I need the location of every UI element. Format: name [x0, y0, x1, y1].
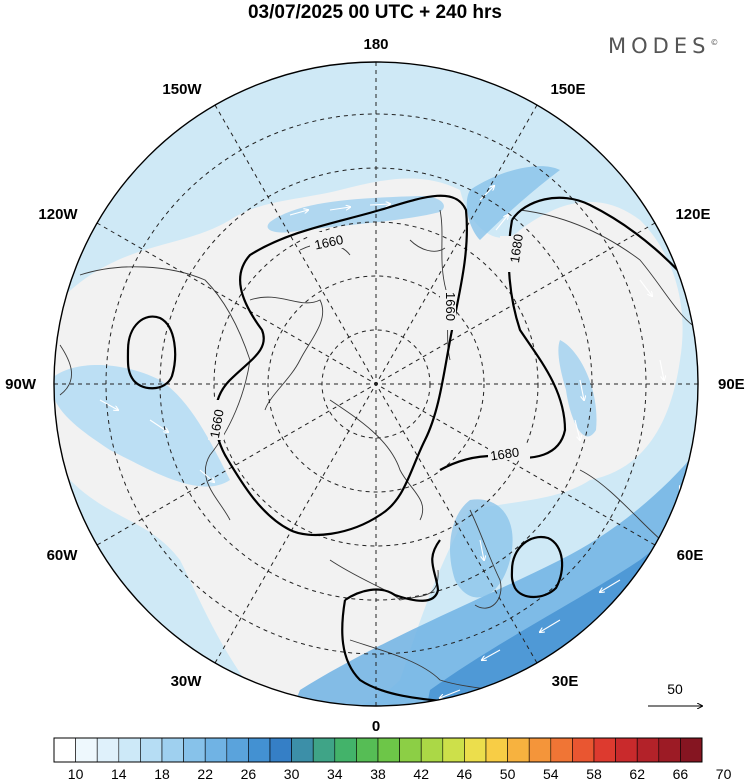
colorbar-swatch — [399, 737, 422, 763]
map-boundary — [53, 61, 699, 707]
colorbar-tick-label: 70 — [716, 766, 732, 782]
colorbar-swatch — [75, 737, 98, 763]
meridians — [54, 62, 698, 706]
lon-label-30w: 30W — [171, 673, 203, 690]
colorbar-swatch — [53, 737, 76, 763]
colorbar-tick-label: 30 — [284, 766, 300, 782]
calm-region — [54, 178, 683, 706]
lon-label-150w: 150W — [162, 81, 202, 98]
colorbar-swatch — [161, 737, 184, 763]
colorbar-tick-label: 66 — [673, 766, 689, 782]
modes-logo: MODES© — [608, 34, 718, 58]
colorbar-swatches — [53, 737, 703, 763]
colorbar-swatch — [593, 737, 616, 763]
colorbar-tick-label: 34 — [327, 766, 343, 782]
contour-label-1: 1660 — [313, 232, 344, 253]
colorbar-swatch — [572, 737, 595, 763]
colorbar-tick-label: 58 — [586, 766, 602, 782]
colorbar-swatch — [485, 737, 508, 763]
reference-vector-label: 50 — [667, 681, 683, 697]
colorbar-swatch — [658, 737, 681, 763]
colorbar-swatch — [550, 737, 573, 763]
colorbar-swatch — [96, 737, 120, 763]
colorbar-swatch — [226, 737, 249, 763]
colorbar-swatch — [204, 737, 228, 763]
forecast-title: 03/07/2025 00 UTC + 240 hrs — [247, 2, 503, 23]
colorbar-swatch — [464, 737, 487, 763]
contour-label-2: 1680 — [507, 233, 526, 264]
copyright-mark: © — [710, 38, 719, 47]
colorbar-swatch — [183, 737, 206, 763]
lon-label-60e: 60E — [677, 547, 704, 564]
colorbar-tick-label: 10 — [68, 766, 84, 782]
colorbar-swatch — [248, 737, 271, 763]
colorbar-swatch — [615, 737, 638, 763]
lon-label-150e: 150E — [550, 81, 585, 98]
contour-europe-closed — [510, 535, 564, 599]
colorbar-swatch — [442, 737, 465, 763]
lon-label-180: 180 — [363, 36, 388, 53]
contour-label-3: 1660 — [443, 292, 458, 321]
jet-band-east — [558, 340, 597, 437]
colorbar-tick-label: 42 — [413, 766, 429, 782]
colorbar-tick-label: 26 — [241, 766, 257, 782]
colorbar-swatch — [269, 737, 292, 763]
longitude-labels: 180 0 90W 90E 150W 120W 60W 30W 150E 120… — [5, 36, 745, 735]
colorbar-ticks: 10 14 18 22 26 30 34 38 42 46 50 54 58 62 66 70 — [68, 766, 732, 782]
colorbar-swatch — [528, 737, 552, 763]
colorbar-swatch — [291, 737, 314, 763]
colorbar-tick-label: 38 — [370, 766, 386, 782]
colorbar-tick-label: 46 — [457, 766, 473, 782]
lon-label-120e: 120E — [675, 206, 710, 223]
colorbar-tick-label: 14 — [111, 766, 127, 782]
colorbar-swatch — [377, 737, 400, 763]
colorbar-swatch — [140, 737, 163, 763]
colorbar-swatch — [680, 737, 703, 763]
colorbar-tick-label: 22 — [197, 766, 213, 782]
map-field — [54, 62, 698, 706]
colorbar-tick-label: 62 — [629, 766, 645, 782]
colorbar: 10 14 18 22 26 30 34 38 42 46 50 54 58 62 66 70 — [53, 737, 732, 782]
colorbar-swatch — [636, 737, 660, 763]
colorbar-swatch — [507, 737, 530, 763]
jet-band-west — [54, 365, 230, 487]
lon-label-90e: 90E — [718, 376, 745, 393]
lon-label-60w: 60W — [47, 547, 79, 564]
contour-1660-main — [214, 194, 469, 537]
colorbar-swatch — [312, 737, 336, 763]
colorbar-tick-label: 18 — [154, 766, 170, 782]
colorbar-swatch — [334, 737, 357, 763]
lon-label-30e: 30E — [552, 673, 579, 690]
lon-label-120w: 120W — [38, 206, 78, 223]
reference-vector: 50 — [648, 681, 702, 706]
colorbar-frame — [53, 737, 703, 763]
contour-label-4: 1660 — [207, 408, 227, 439]
wind-vectors — [99, 186, 691, 698]
colorbar-tick-label: 50 — [500, 766, 516, 782]
contour-label-5: 1680 — [489, 445, 520, 464]
brand-text: MODES — [608, 34, 711, 58]
colorbar-swatch — [118, 737, 141, 763]
lon-label-0: 0 — [372, 718, 380, 735]
colorbar-tick-label: 54 — [543, 766, 559, 782]
contour-labels: 1660 1680 1660 1660 1680 — [207, 232, 530, 464]
contour-west-closed — [126, 315, 177, 390]
colorbar-swatch — [420, 737, 444, 763]
lon-label-90w: 90W — [5, 376, 37, 393]
colorbar-swatch — [356, 737, 379, 763]
